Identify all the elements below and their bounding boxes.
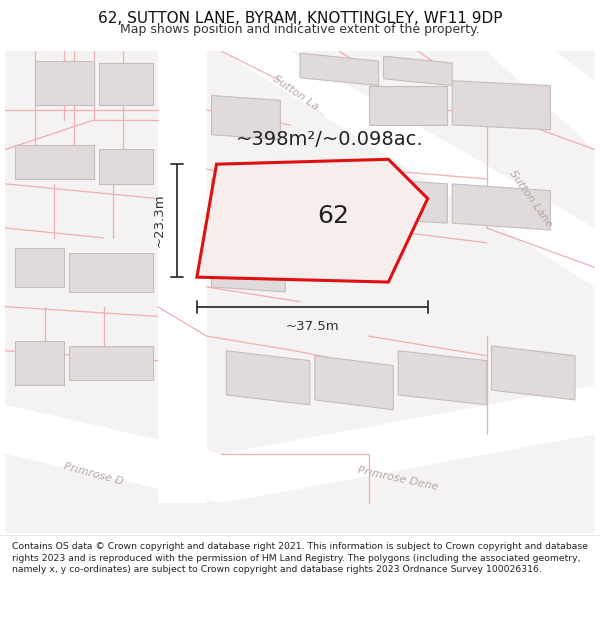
Text: ~398m²/~0.098ac.: ~398m²/~0.098ac. — [236, 130, 423, 149]
Text: Map shows position and indicative extent of the property.: Map shows position and indicative extent… — [120, 23, 480, 36]
Polygon shape — [15, 248, 64, 287]
Text: Primrose Dene: Primrose Dene — [357, 465, 439, 492]
Polygon shape — [212, 96, 280, 139]
Polygon shape — [369, 179, 448, 223]
Polygon shape — [369, 86, 448, 125]
Text: Sutton La...: Sutton La... — [271, 73, 329, 118]
Polygon shape — [487, 51, 595, 149]
Polygon shape — [383, 56, 452, 86]
Polygon shape — [226, 351, 310, 405]
Polygon shape — [300, 53, 379, 86]
Polygon shape — [212, 242, 285, 292]
Polygon shape — [452, 184, 550, 230]
Polygon shape — [158, 51, 206, 503]
Polygon shape — [315, 356, 394, 410]
Polygon shape — [197, 159, 428, 282]
Text: 62, SUTTON LANE, BYRAM, KNOTTINGLEY, WF11 9DP: 62, SUTTON LANE, BYRAM, KNOTTINGLEY, WF1… — [98, 11, 502, 26]
Polygon shape — [35, 61, 94, 105]
Text: ~37.5m: ~37.5m — [286, 321, 339, 333]
Polygon shape — [15, 144, 94, 179]
Polygon shape — [98, 63, 152, 105]
Text: Sutton Lane: Sutton Lane — [508, 168, 554, 229]
Polygon shape — [5, 51, 595, 532]
Polygon shape — [221, 51, 595, 287]
Polygon shape — [398, 351, 487, 405]
Text: Contains OS data © Crown copyright and database right 2021. This information is : Contains OS data © Crown copyright and d… — [12, 542, 588, 574]
Polygon shape — [452, 81, 550, 130]
Polygon shape — [491, 346, 575, 400]
Polygon shape — [15, 341, 64, 385]
Text: 62: 62 — [317, 204, 349, 228]
Polygon shape — [69, 253, 152, 292]
Polygon shape — [212, 179, 285, 228]
Polygon shape — [98, 149, 152, 184]
Text: ~23.3m: ~23.3m — [152, 194, 166, 248]
Polygon shape — [221, 385, 595, 503]
Polygon shape — [69, 346, 152, 380]
Text: Primrose D: Primrose D — [63, 461, 125, 486]
Polygon shape — [5, 405, 221, 503]
